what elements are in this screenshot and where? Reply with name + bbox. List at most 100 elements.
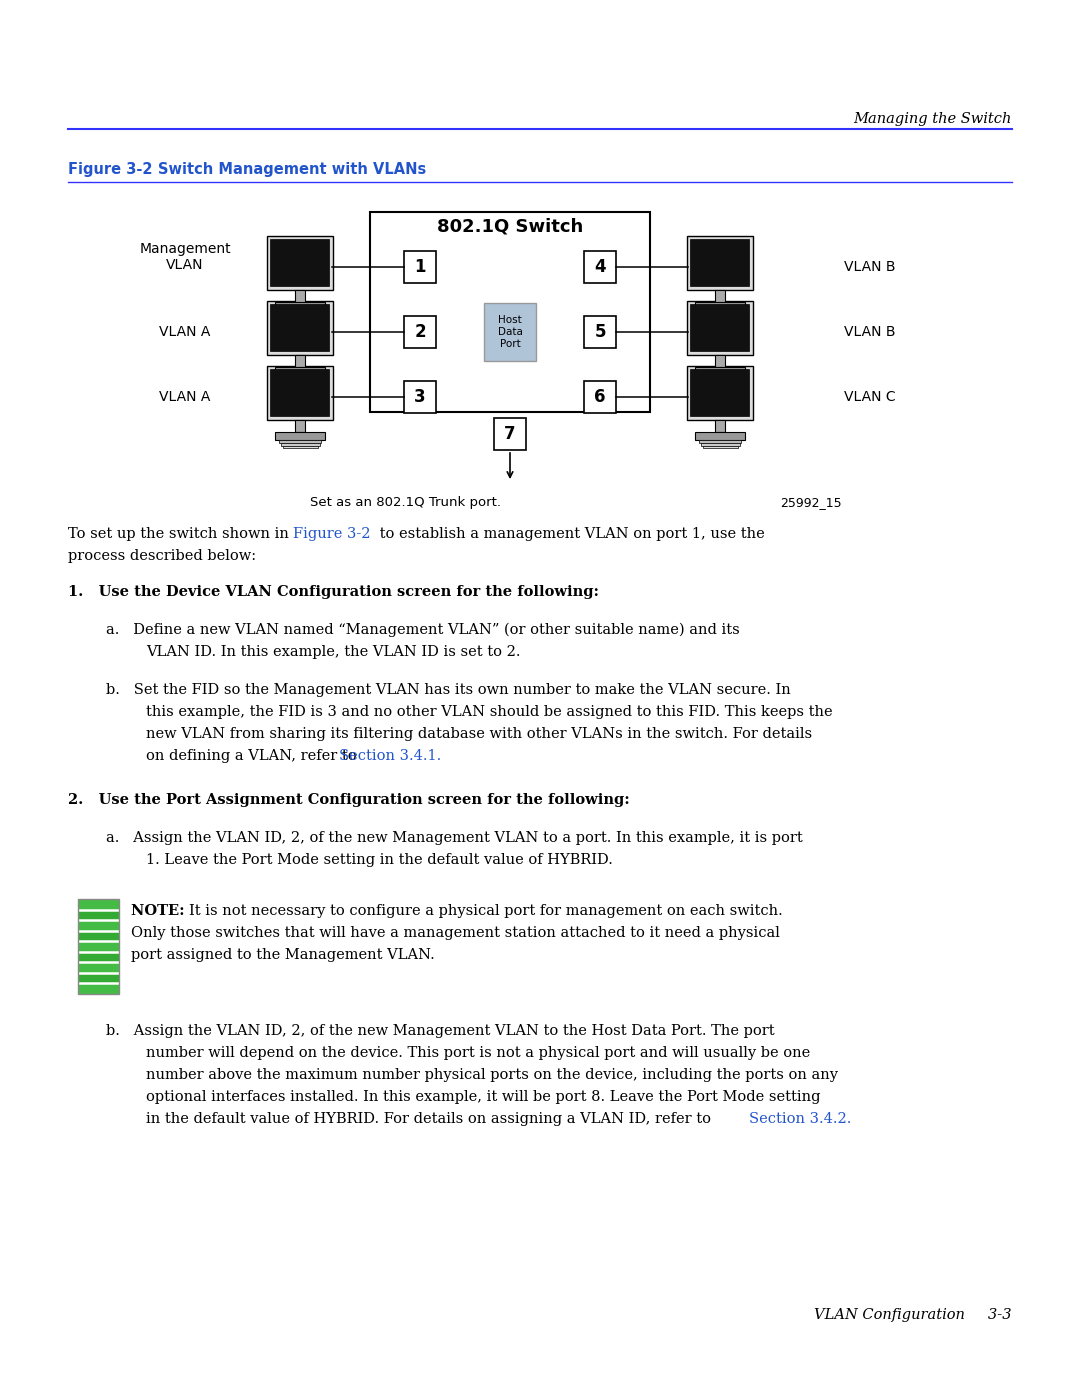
Text: on defining a VLAN, refer to: on defining a VLAN, refer to [146, 749, 361, 763]
Bar [283, 381, 318, 383]
Bar [281, 443, 320, 446]
Text: this example, the FID is 3 and no other VLAN should be assigned to this FID. Thi: this example, the FID is 3 and no other … [146, 705, 833, 719]
Bar [584, 381, 616, 414]
Text: 6: 6 [594, 388, 606, 407]
Text: Section 3.4.2.: Section 3.4.2. [750, 1112, 851, 1126]
Bar [701, 379, 740, 381]
Text: Set as an 802.1Q Trunk port.: Set as an 802.1Q Trunk port. [310, 496, 501, 509]
Bar [267, 236, 333, 291]
Bar [687, 366, 753, 420]
Bar [715, 291, 725, 302]
Bar [281, 379, 320, 381]
Bar [295, 420, 305, 432]
Bar [295, 291, 305, 302]
Bar [295, 355, 305, 367]
Bar [404, 381, 436, 414]
Bar [702, 381, 738, 383]
Bar [687, 236, 753, 291]
Text: 2.   Use the Port Assignment Configuration screen for the following:: 2. Use the Port Assignment Configuration… [68, 793, 630, 807]
Bar [404, 316, 436, 348]
Bar [370, 212, 650, 412]
Bar [78, 930, 119, 942]
Bar [78, 951, 119, 963]
Text: b.   Assign the VLAN ID, 2, of the new Management VLAN to the Host Data Port. Th: b. Assign the VLAN ID, 2, of the new Man… [106, 1024, 774, 1038]
Bar [702, 446, 738, 448]
Text: 802.1Q Switch: 802.1Q Switch [437, 217, 583, 235]
Bar [279, 374, 321, 379]
Text: Figure 3-2: Figure 3-2 [68, 162, 152, 177]
Bar [78, 942, 119, 951]
Bar [271, 305, 329, 351]
Bar [584, 251, 616, 284]
Bar [275, 367, 325, 374]
Text: Managing the Switch: Managing the Switch [853, 112, 1012, 126]
Bar [701, 443, 740, 446]
Bar [584, 316, 616, 348]
Text: 5: 5 [594, 323, 606, 341]
Text: It is not necessary to configure a physical port for management on each switch.: It is not necessary to configure a physi… [189, 904, 783, 918]
Text: a.   Assign the VLAN ID, 2, of the new Management VLAN to a port. In this exampl: a. Assign the VLAN ID, 2, of the new Man… [106, 831, 802, 845]
Text: Host
Data
Port: Host Data Port [498, 316, 523, 349]
Text: to establish a management VLAN on port 1, use the: to establish a management VLAN on port 1… [375, 527, 765, 541]
Text: VLAN B: VLAN B [845, 260, 895, 274]
Bar [691, 305, 750, 351]
Bar [699, 310, 741, 313]
Text: number will depend on the device. This port is not a physical port and will usua: number will depend on the device. This p… [146, 1046, 810, 1060]
Bar [283, 446, 318, 448]
Text: 7: 7 [504, 425, 516, 443]
Text: 1. Leave the Port Mode setting in the default value of HYBRID.: 1. Leave the Port Mode setting in the de… [146, 854, 612, 868]
Text: port assigned to the Management VLAN.: port assigned to the Management VLAN. [131, 949, 435, 963]
Bar [78, 972, 119, 983]
Bar [715, 420, 725, 432]
Bar [494, 418, 526, 450]
Bar [271, 305, 329, 351]
Bar [696, 367, 745, 374]
Text: number above the maximum number physical ports on the device, including the port: number above the maximum number physical… [146, 1067, 838, 1083]
Bar [691, 240, 750, 286]
Bar [687, 300, 753, 355]
Text: optional interfaces installed. In this example, it will be port 8. Leave the Por: optional interfaces installed. In this e… [146, 1090, 821, 1104]
Bar [78, 900, 119, 995]
Bar [699, 374, 741, 379]
Text: new VLAN from sharing its filtering database with other VLANs in the switch. For: new VLAN from sharing its filtering data… [146, 726, 812, 740]
Text: VLAN ID. In this example, the VLAN ID is set to 2.: VLAN ID. In this example, the VLAN ID is… [146, 645, 521, 659]
Bar [691, 370, 750, 416]
Bar [699, 440, 741, 443]
Bar [696, 432, 745, 440]
Bar [484, 303, 536, 360]
Bar [275, 302, 325, 310]
Text: 1: 1 [415, 258, 426, 277]
Text: 3: 3 [415, 388, 426, 407]
Text: 25992_15: 25992_15 [780, 496, 841, 509]
Text: 4: 4 [594, 258, 606, 277]
Bar [279, 440, 321, 443]
Bar [701, 313, 740, 316]
Bar [78, 900, 119, 909]
Text: process described below:: process described below: [68, 549, 256, 563]
Bar [271, 370, 329, 416]
Text: NOTE:: NOTE: [131, 904, 194, 918]
Text: VLAN C: VLAN C [845, 390, 895, 404]
Bar [691, 370, 750, 416]
Bar [78, 963, 119, 972]
Bar [275, 432, 325, 440]
Bar [691, 240, 750, 286]
Text: VLAN A: VLAN A [160, 326, 211, 339]
Text: Switch Management with VLANs: Switch Management with VLANs [158, 162, 427, 177]
Bar [691, 305, 750, 351]
Bar [715, 355, 725, 367]
Bar [271, 370, 329, 416]
Bar [281, 313, 320, 316]
Text: Management
VLAN: Management VLAN [139, 242, 231, 272]
Bar [267, 300, 333, 355]
Text: VLAN A: VLAN A [160, 390, 211, 404]
Bar [404, 251, 436, 284]
Text: b.   Set the FID so the Management VLAN has its own number to make the VLAN secu: b. Set the FID so the Management VLAN ha… [106, 683, 791, 697]
Text: VLAN B: VLAN B [845, 326, 895, 339]
Text: in the default value of HYBRID. For details on assigning a VLAN ID, refer to: in the default value of HYBRID. For deta… [146, 1112, 716, 1126]
Text: 2: 2 [415, 323, 426, 341]
Text: Only those switches that will have a management station attached to it need a ph: Only those switches that will have a man… [131, 926, 780, 940]
Text: 1.   Use the Device VLAN Configuration screen for the following:: 1. Use the Device VLAN Configuration scr… [68, 585, 599, 599]
Text: VLAN Configuration     3-3: VLAN Configuration 3-3 [814, 1308, 1012, 1322]
Bar [271, 240, 329, 286]
